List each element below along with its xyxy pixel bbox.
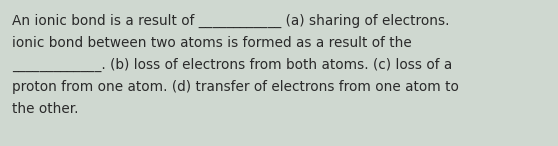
Text: An ionic bond is a result of ____________ (a) sharing of electrons.: An ionic bond is a result of ___________… [12,14,450,28]
Text: ionic bond between two atoms is formed as a result of the: ionic bond between two atoms is formed a… [12,36,412,50]
Text: _____________. (b) loss of electrons from both atoms. (c) loss of a: _____________. (b) loss of electrons fro… [12,58,452,72]
Text: the other.: the other. [12,102,79,116]
Text: proton from one atom. (d) transfer of electrons from one atom to: proton from one atom. (d) transfer of el… [12,80,459,94]
